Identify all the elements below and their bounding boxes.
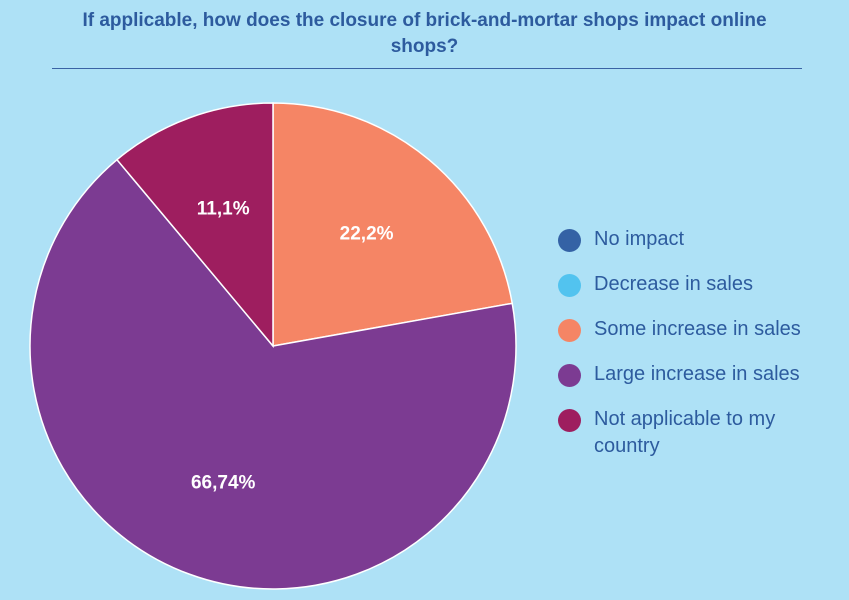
legend-item-decrease-in-sales[interactable]: Decrease in sales [558, 271, 843, 298]
chart-title: If applicable, how does the closure of b… [0, 8, 849, 60]
pie-slice-large-increase-in-sales[interactable] [29, 158, 517, 590]
pie-slice-some-increase-in-sales[interactable] [272, 102, 514, 347]
legend-label-not-applicable: Not applicable to my country [594, 408, 776, 457]
legend-label-some-increase: Some increase in sales [594, 318, 801, 340]
legend-swatch-large-increase [558, 364, 581, 387]
legend-swatch-no-impact [558, 229, 581, 252]
chart-title-line-2: shops? [390, 36, 459, 57]
legend-swatch-decrease-in-sales [558, 274, 581, 297]
legend-swatch-some-increase [558, 319, 581, 342]
legend-item-large-increase[interactable]: Large increase in sales [558, 361, 843, 388]
chart-title-line-1: If applicable, how does the closure of b… [82, 10, 767, 31]
title-divider [52, 68, 802, 69]
legend-label-large-increase: Large increase in sales [594, 363, 800, 385]
legend-label-decrease-in-sales: Decrease in sales [594, 273, 753, 295]
legend-item-no-impact[interactable]: No impact [558, 226, 843, 253]
legend-item-not-applicable[interactable]: Not applicable to my country [558, 406, 843, 460]
legend-item-some-increase[interactable]: Some increase in sales [558, 316, 843, 343]
legend-swatch-not-applicable [558, 409, 581, 432]
data-label-not-applicable-to-my-country: 11,1% [197, 198, 250, 219]
legend-label-no-impact: No impact [594, 228, 685, 250]
legend: No impact Decrease in sales Some increas… [558, 226, 843, 478]
data-label-some-increase-in-sales: 22,2% [340, 224, 394, 245]
data-label-large-increase-in-sales: 66,74% [191, 473, 256, 494]
pie-slice-not-applicable-to-my-country[interactable] [115, 102, 274, 349]
